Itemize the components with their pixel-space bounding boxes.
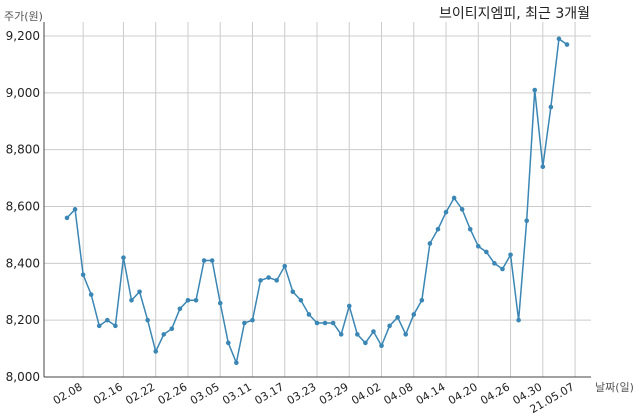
data-point [516, 317, 521, 323]
data-point [419, 297, 425, 303]
data-point [338, 332, 344, 337]
data-point [282, 263, 288, 269]
y-tick-label: 8,000 [6, 370, 40, 384]
data-point [564, 42, 570, 47]
data-point [201, 258, 207, 263]
data-point [314, 320, 320, 326]
data-point [532, 87, 538, 93]
data-point [556, 36, 562, 42]
data-point [88, 292, 94, 297]
data-point [459, 207, 465, 212]
plot-frame [43, 22, 591, 378]
data-point [355, 332, 360, 337]
data-point [145, 317, 150, 323]
data-point [290, 289, 296, 295]
chart-title: 브이티지엠피, 최근 3개월 [439, 6, 590, 22]
data-point [484, 249, 489, 255]
data-point [169, 326, 175, 331]
data-point [346, 303, 352, 309]
data-point [306, 312, 312, 317]
y-tick-label: 8,800 [6, 143, 40, 157]
data-point [225, 340, 231, 346]
data-point [475, 243, 481, 249]
data-point [161, 332, 167, 337]
data-point [64, 215, 70, 221]
data-point [129, 297, 134, 303]
data-point [467, 226, 473, 232]
data-point [258, 278, 263, 283]
x-tick-label: 03.29 [317, 380, 351, 407]
data-point [185, 297, 191, 303]
x-tick-label: 02.26 [156, 380, 190, 407]
data-point [177, 306, 183, 312]
data-point [411, 312, 417, 317]
data-point [193, 297, 199, 303]
data-point [508, 252, 513, 258]
y-tick-label: 9,200 [6, 29, 40, 43]
data-point [524, 218, 529, 224]
data-point [379, 343, 384, 349]
data-point [72, 207, 78, 212]
data-point [153, 349, 159, 354]
x-tick-label: 04.26 [478, 380, 512, 407]
x-tick-label: 02.22 [123, 380, 157, 407]
data-point [492, 261, 497, 266]
x-tick-label: 02.16 [91, 380, 125, 407]
data-point [363, 340, 368, 346]
data-point [266, 275, 271, 280]
data-point [395, 315, 400, 320]
data-point [121, 255, 126, 260]
series [64, 36, 570, 366]
x-tick-label: 03.05 [188, 380, 222, 407]
y-axis-title: 주가(원) [4, 10, 43, 23]
x-tick-label: 04.08 [381, 380, 415, 407]
y-tick-label: 8,200 [6, 313, 40, 327]
data-point [234, 360, 239, 366]
y-axis: 8,000 8,200 8,400 8,600 8,800 9,000 9,200 [6, 29, 40, 384]
x-tick-label: 03.23 [285, 380, 319, 407]
data-point [298, 297, 304, 303]
x-tick-label: 04.14 [414, 380, 448, 407]
data-point [113, 323, 118, 329]
data-point [137, 289, 142, 295]
x-axis: 02.08 02.1602.2202.2603.0503.1103.1703.23… [51, 380, 577, 416]
data-point [105, 317, 110, 323]
data-point [274, 278, 279, 283]
data-point [371, 329, 376, 334]
data-point [96, 323, 102, 329]
x-tick-label: 04.20 [446, 380, 480, 407]
x-axis-title: 날짜(일) [595, 380, 634, 394]
data-point [500, 266, 505, 272]
data-point [217, 300, 223, 306]
data-point [427, 241, 433, 246]
x-tick-label: 02.08 [51, 380, 85, 407]
data-point [250, 317, 255, 323]
data-point [443, 209, 449, 215]
x-tick-label: 03.17 [252, 380, 286, 407]
data-point [242, 320, 247, 326]
y-tick-label: 8,600 [6, 200, 40, 214]
data-point [451, 195, 457, 201]
data-point [435, 226, 441, 232]
data-point [387, 323, 392, 329]
data-point [540, 164, 546, 170]
data-point [209, 258, 215, 263]
data-point [548, 104, 554, 110]
y-tick-label: 8,400 [6, 256, 40, 270]
data-point [403, 332, 409, 337]
data-point [330, 320, 336, 326]
data-point [322, 320, 328, 326]
y-tick-label: 9,000 [6, 86, 40, 100]
x-tick-label: 03.11 [220, 380, 254, 407]
x-tick-label: 04.02 [349, 380, 383, 407]
data-point [80, 272, 86, 278]
grid [44, 22, 591, 378]
